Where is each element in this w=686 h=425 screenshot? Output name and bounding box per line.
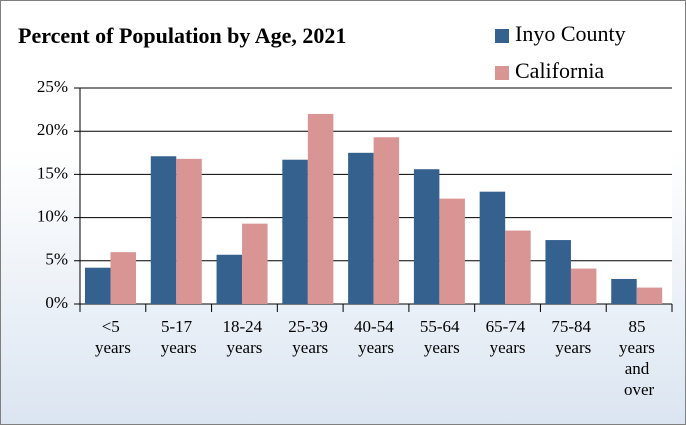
bar — [282, 159, 308, 304]
bar — [110, 252, 136, 304]
x-tick-label: 18-24 years — [222, 317, 266, 357]
bar — [545, 240, 571, 304]
y-tick-label: 10% — [37, 207, 68, 226]
bar — [413, 169, 440, 304]
x-tick-label: 85 years and over — [619, 317, 659, 399]
bar — [85, 267, 111, 304]
bar — [570, 268, 597, 304]
legend-swatch — [495, 29, 509, 43]
legend-label: Inyo County — [515, 21, 626, 46]
y-tick-label: 20% — [37, 120, 68, 139]
chart-title: Percent of Population by Age, 2021 — [18, 23, 346, 48]
x-tick-label: 40-54 years — [354, 317, 398, 357]
bar — [636, 287, 663, 304]
legend-swatch — [495, 66, 509, 80]
y-tick-label: 25% — [37, 77, 68, 96]
bar — [242, 223, 268, 304]
x-tick-label: <5 years — [95, 317, 131, 357]
x-tick-label: 5-17 years — [161, 317, 197, 357]
bar — [479, 191, 506, 304]
x-tick-label: 25-39 years — [288, 317, 332, 357]
x-tick-label: 65-74 years — [486, 317, 530, 357]
bar — [505, 230, 531, 304]
bar — [373, 137, 400, 304]
x-tick-label: 55-64 years — [420, 317, 464, 357]
legend-label: California — [515, 58, 604, 83]
y-tick-label: 0% — [45, 293, 68, 312]
bar — [216, 254, 243, 304]
y-tick-label: 15% — [37, 163, 68, 182]
bar — [611, 278, 637, 304]
bar — [150, 156, 177, 304]
bar — [176, 158, 202, 304]
bar — [439, 198, 465, 304]
x-tick-label: 75-84 years — [551, 317, 595, 357]
bar — [348, 152, 374, 304]
bar — [307, 113, 334, 304]
y-tick-label: 5% — [45, 250, 68, 269]
